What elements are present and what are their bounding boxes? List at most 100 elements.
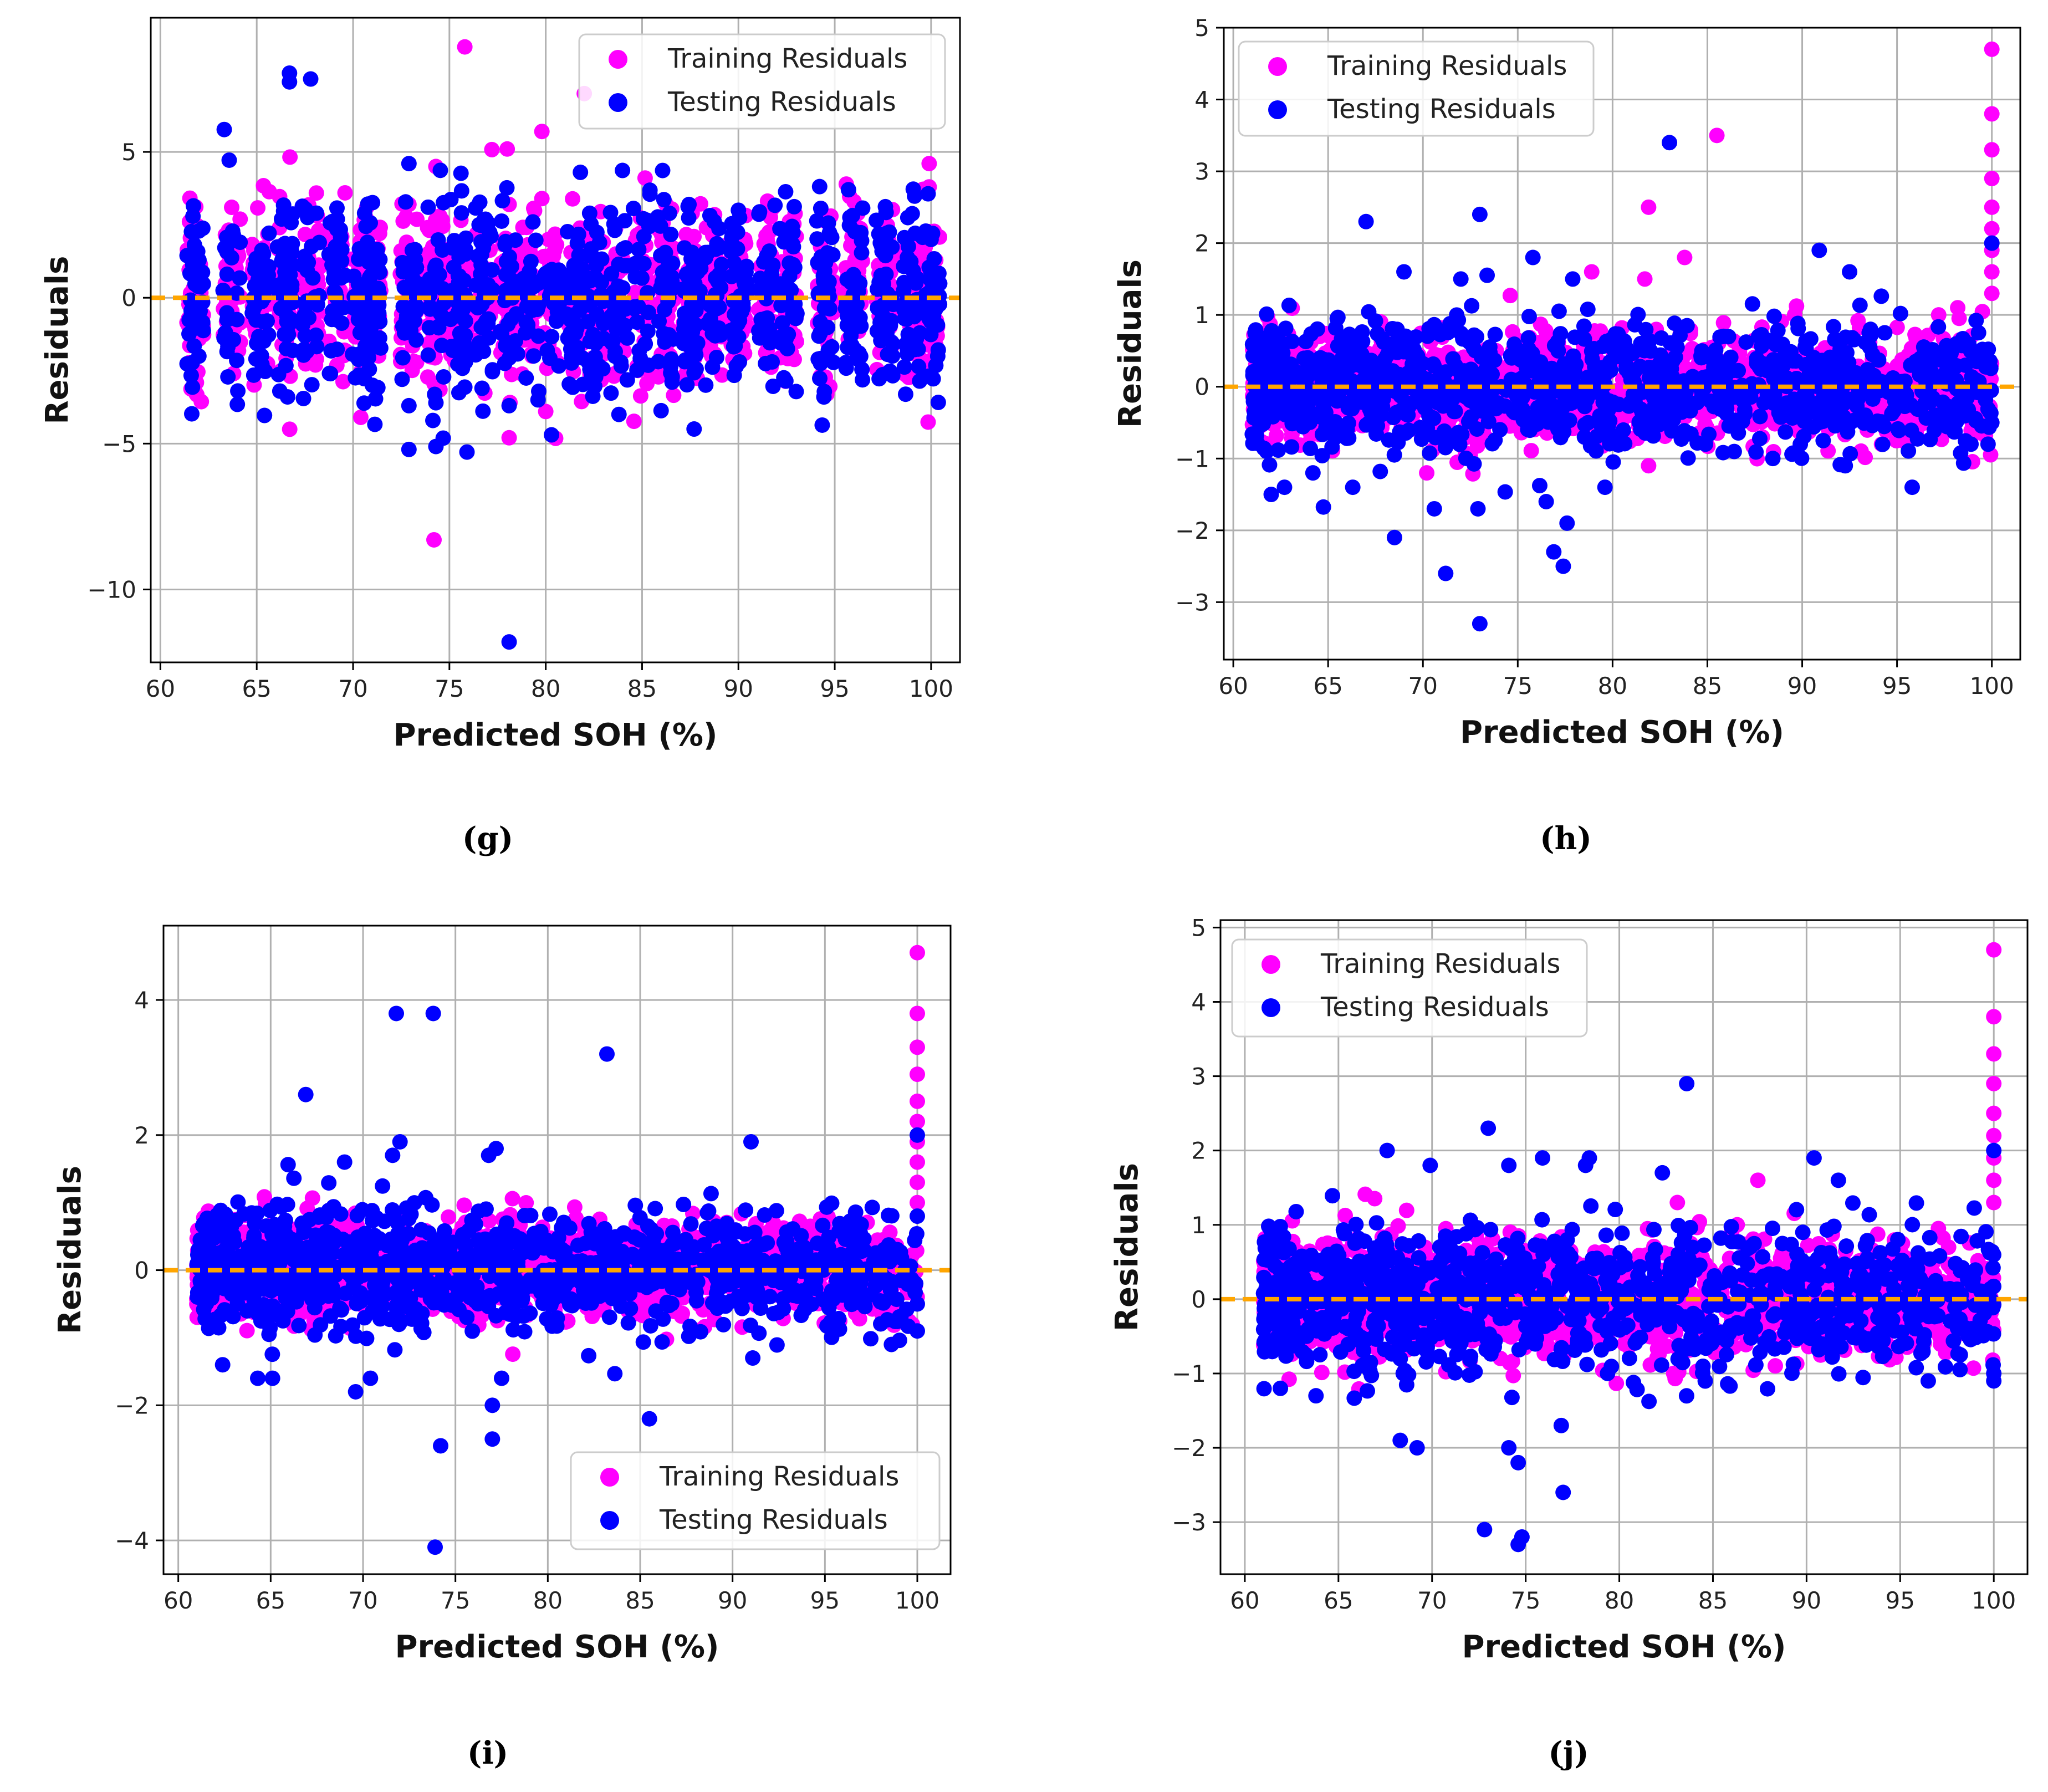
point [1798,333,1814,349]
point [619,372,635,388]
point [185,379,201,395]
point [1726,443,1742,460]
point [738,274,754,290]
point [472,299,488,315]
point [220,369,236,385]
point [1676,423,1692,439]
point [883,313,899,329]
point [788,310,804,326]
point [1811,414,1827,430]
point [1877,325,1893,341]
point [708,349,724,365]
point [1315,499,1331,515]
point [1765,451,1781,467]
point [594,251,610,267]
point [1841,355,1857,371]
point [457,379,473,395]
point [774,315,790,331]
chart-panel-h: 60 65 70 75 80 85 90 95 100 −3 −2 −1 0 1 2 3 4 5 Predicted… [1042,0,2048,776]
point [762,243,778,259]
point [1750,328,1766,344]
point [855,200,871,216]
point [838,355,854,371]
point [472,194,488,210]
point [261,225,277,241]
point [186,237,202,253]
point [297,227,313,243]
point [899,292,915,308]
point [684,244,700,261]
point [1784,410,1800,426]
point [1567,329,1583,345]
legend-label-training: Training Residuals [667,43,907,74]
point [1892,305,1908,321]
point [185,257,201,273]
point [494,193,510,209]
point [1930,319,1947,335]
point-outlier [1984,41,2000,57]
point [1955,331,1971,347]
point [1248,322,1264,338]
point [615,162,631,178]
point [1445,351,1461,367]
x-tick-label: 65 [242,675,271,702]
point [816,273,832,289]
point [565,191,581,207]
point [431,318,447,334]
point [1401,422,1417,438]
point [688,317,704,333]
point [604,335,620,351]
point [1752,409,1768,425]
point [1756,395,1772,411]
point [905,181,921,197]
point [183,406,200,422]
point-outlier [353,409,369,425]
point [1550,343,1566,359]
point [502,249,518,265]
point [809,213,825,229]
point [1518,359,1534,375]
point [772,221,788,237]
point [257,407,273,423]
point [1610,326,1626,342]
point [528,300,544,316]
point [435,280,451,297]
point [1492,422,1508,438]
point [1309,321,1325,337]
point-outlier [501,397,517,413]
series-testing [1244,135,2000,632]
point [1303,441,1319,457]
point [352,325,368,341]
point [1522,422,1538,438]
point [1334,338,1350,354]
point [395,213,411,229]
point [1358,417,1375,433]
point-outlier [1984,264,2000,280]
point-outlier [686,421,702,437]
point [583,216,599,232]
point [311,234,328,251]
point [358,311,374,327]
point-outlier [1641,199,1657,215]
point [820,215,836,231]
point [925,371,941,387]
point [566,341,583,358]
point-outlier [401,156,417,172]
point [627,269,643,285]
point [1842,446,1858,462]
point-outlier [1584,264,1600,280]
point [813,355,829,371]
point [473,319,489,335]
point [1766,308,1782,324]
point [632,388,648,404]
point [653,248,669,264]
point [809,231,825,247]
point [896,274,912,290]
point [1270,442,1286,458]
point [301,310,317,326]
point [652,218,668,234]
legend-label-testing: Testing Residuals [667,86,896,118]
point [1502,288,1518,304]
point [420,369,436,385]
point-outlier [1984,285,2000,302]
